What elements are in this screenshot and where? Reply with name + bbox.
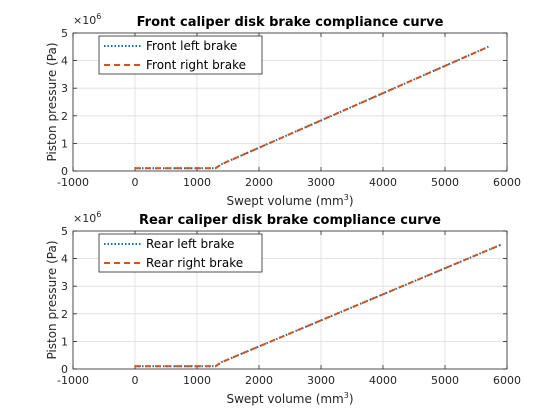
legend-box: [98, 233, 263, 273]
y-tick-label: 3: [61, 280, 68, 293]
x-axis-label-main: Swept volume (mm: [226, 194, 343, 208]
y-tick-label: 0: [61, 363, 68, 376]
x-tick-label: 0: [132, 374, 139, 387]
y-tick-label: 1: [61, 137, 68, 150]
x-axis-label-superscript: 3: [344, 391, 349, 400]
y-tick-label: 3: [61, 82, 68, 95]
y-exponent-base: ×10: [73, 14, 96, 27]
y-exponent-base: ×10: [73, 212, 96, 225]
x-tick-label: 3000: [307, 374, 335, 387]
x-axis-label: Swept volume (mm3): [226, 391, 353, 406]
x-tick-label: 2000: [245, 176, 273, 189]
y-tick-label: 2: [61, 110, 68, 123]
x-axis-label-end: ): [349, 392, 354, 406]
legend-label: Rear left brake: [146, 237, 234, 251]
axes-box: [72, 32, 508, 172]
chart-panel-rear: -1000 0 1000 2000 3000 4000 5000 6000012345×106…: [45, 210, 521, 406]
x-axis-label-superscript: 3: [344, 193, 349, 202]
legend: Front left brake Front right brake: [98, 35, 263, 75]
x-tick-label: 4000: [369, 176, 397, 189]
y-axis-label: Piston pressure (Pa): [45, 42, 59, 161]
x-tick-label: -1000: [57, 176, 89, 189]
chart-panel-front: -1000 0 1000 2000 3000 4000 5000 6000012345×106…: [45, 12, 521, 208]
legend-box: [98, 35, 263, 75]
y-tick-label: 1: [61, 335, 68, 348]
x-tick-label: 0: [132, 176, 139, 189]
series-line-front-right-brake: [135, 45, 489, 170]
y-tick-label: 5: [61, 27, 68, 40]
y-exponent-power: 6: [96, 12, 101, 21]
legend-label: Front right brake: [146, 58, 246, 72]
x-tick-label: 6000: [493, 374, 521, 387]
x-tick-label: 5000: [431, 374, 459, 387]
x-axis-label-end: ): [349, 194, 354, 208]
x-tick-label: 4000: [369, 374, 397, 387]
y-tick-label: 2: [61, 308, 68, 321]
x-tick-label: 2000: [245, 374, 273, 387]
x-tick-label: 3000: [307, 176, 335, 189]
x-tick-label: 1000: [183, 176, 211, 189]
x-tick-label: 5000: [431, 176, 459, 189]
y-axis-label: Piston pressure (Pa): [45, 240, 59, 359]
legend-label: Rear right brake: [146, 256, 243, 270]
legend-label: Front left brake: [146, 39, 237, 53]
y-tick-label: 0: [61, 165, 68, 178]
y-exponent-label: ×106: [73, 12, 101, 27]
chart-title: Front caliper disk brake compliance curv…: [137, 15, 444, 30]
y-exponent-label: ×106: [73, 210, 101, 225]
axes-box: [72, 230, 508, 370]
series-line-rear-right-brake: [135, 243, 502, 368]
chart-title: Rear caliper disk brake compliance curve: [139, 213, 441, 228]
x-tick-label: -1000: [57, 374, 89, 387]
y-tick-label: 4: [61, 253, 68, 266]
x-axis-label: Swept volume (mm3): [226, 193, 353, 208]
x-axis-label-main: Swept volume (mm: [226, 392, 343, 406]
x-tick-label: 1000: [183, 374, 211, 387]
y-tick-label: 4: [61, 55, 68, 68]
y-tick-label: 5: [61, 225, 68, 238]
legend: Rear left brake Rear right brake: [98, 233, 263, 273]
x-tick-label: 6000: [493, 176, 521, 189]
y-exponent-power: 6: [96, 210, 101, 219]
